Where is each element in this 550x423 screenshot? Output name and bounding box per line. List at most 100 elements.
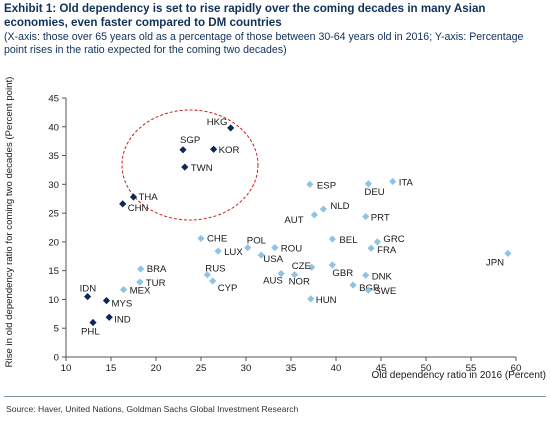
point-phl <box>89 318 97 327</box>
point-sgp <box>179 146 187 154</box>
point-mex <box>120 286 128 294</box>
highlight-circle <box>121 109 259 221</box>
point-label-pol: POL <box>247 236 267 247</box>
point-bgr <box>349 281 357 289</box>
point-label-bra: BRA <box>147 264 167 275</box>
x-tick-label: 45 <box>376 363 387 374</box>
x-tick-label: 20 <box>151 363 162 374</box>
x-tick-label: 55 <box>466 363 477 374</box>
point-fra <box>367 244 375 252</box>
point-hkg <box>227 124 235 132</box>
point-label-che: CHE <box>207 233 227 244</box>
point-ita <box>389 177 397 186</box>
point-label-nor: NOR <box>289 277 310 288</box>
point-label-tha: THA <box>139 192 159 203</box>
point-twn <box>181 163 189 171</box>
point-kor <box>210 145 218 153</box>
point-label-fra: FRA <box>377 245 397 256</box>
chart-header: Exhibit 1: Old dependency is set to rise… <box>4 2 546 56</box>
x-axis-label: Old dependency ratio in 2016 (Percent) <box>371 370 546 381</box>
point-deu <box>364 180 372 188</box>
point-lux <box>214 247 222 255</box>
point-label-phl: PHL <box>81 326 100 337</box>
point-jpn <box>504 249 512 257</box>
point-label-esp: ESP <box>317 180 336 191</box>
point-label-swe: SWE <box>374 286 396 297</box>
point-idn <box>84 292 92 301</box>
y-tick-label: 45 <box>48 94 59 105</box>
point-label-prt: PRT <box>371 213 390 224</box>
chart-subtitle: (X-axis: those over 65 years old as a pe… <box>4 31 524 56</box>
point-swe <box>364 286 372 294</box>
point-aus <box>277 269 285 278</box>
point-esp <box>306 180 314 188</box>
point-prt <box>362 212 370 221</box>
point-label-twn: TWN <box>191 163 213 174</box>
point-label-gbr: GBR <box>332 268 353 279</box>
point-tha <box>129 193 138 201</box>
chart-axes: 10 15 20 25 30 35 40 45 50 55 60 0 5 10 15 20 25 30 35 40 45 <box>48 94 521 375</box>
point-grc <box>373 238 381 246</box>
point-label-jpn: JPN <box>486 257 504 268</box>
y-tick-label: 0 <box>54 353 59 364</box>
point-bel <box>328 235 336 243</box>
point-nor <box>291 271 299 279</box>
y-tick-label: 5 <box>54 324 59 335</box>
y-tick-label: 35 <box>48 151 59 162</box>
point-label-cyp: CYP <box>218 283 238 294</box>
point-bra <box>137 265 145 273</box>
point-label-kor: KOR <box>219 145 240 156</box>
point-label-chn: CHN <box>128 203 149 214</box>
y-tick-label: 30 <box>48 180 59 191</box>
source-note: Source: Haver, United Nations, Goldman S… <box>6 404 299 414</box>
point-gbr <box>328 261 336 269</box>
point-chn <box>119 200 127 208</box>
point-label-idn: IDN <box>80 284 97 295</box>
point-rus <box>203 271 211 279</box>
x-tick-label: 35 <box>286 363 297 374</box>
point-nld <box>319 205 327 213</box>
y-tick-label: 15 <box>48 266 59 277</box>
point-label-mys: MYS <box>112 299 133 310</box>
x-tick-label: 25 <box>196 363 207 374</box>
x-tick-label: 60 <box>511 363 522 374</box>
point-label-lux: LUX <box>224 247 243 258</box>
point-rou <box>271 244 279 252</box>
point-mys <box>102 296 111 305</box>
point-label-usa: USA <box>263 254 283 265</box>
point-label-mex: MEX <box>130 286 151 297</box>
y-tick-label: 25 <box>48 209 59 220</box>
y-tick-label: 40 <box>48 122 59 133</box>
footer-divider <box>4 396 546 397</box>
point-label-nld: NLD <box>330 201 349 212</box>
point-label-rou: ROU <box>281 244 302 255</box>
point-label-hun: HUN <box>316 295 337 306</box>
x-tick-label: 30 <box>241 363 252 374</box>
point-dnk <box>362 271 370 279</box>
point-che <box>197 234 205 243</box>
x-tick-label: 10 <box>61 363 72 374</box>
point-hun <box>307 295 315 303</box>
point-label-deu: DEU <box>364 187 384 198</box>
x-tick-label: 40 <box>331 363 342 374</box>
point-label-bel: BEL <box>339 235 358 246</box>
y-tick-label: 10 <box>48 295 59 306</box>
point-label-ita: ITA <box>399 177 414 188</box>
point-label-ind: IND <box>114 314 131 325</box>
point-label-dnk: DNK <box>372 271 393 282</box>
point-label-grc: GRC <box>383 234 404 245</box>
point-ind <box>105 313 113 321</box>
point-label-cze: CZE <box>292 261 311 272</box>
y-axis-label: Rise in old dependency ratio for coming … <box>4 77 15 368</box>
point-cze <box>308 263 316 271</box>
point-label-hkg: HKG <box>207 117 228 128</box>
y-tick-label: 20 <box>48 237 59 248</box>
x-tick-label: 15 <box>106 363 117 374</box>
point-cyp <box>209 277 217 285</box>
point-label-aut: AUT <box>284 215 303 226</box>
point-label-rus: RUS <box>205 264 225 275</box>
point-label-sgp: SGP <box>180 135 200 146</box>
point-label-aus: AUS <box>263 276 283 287</box>
